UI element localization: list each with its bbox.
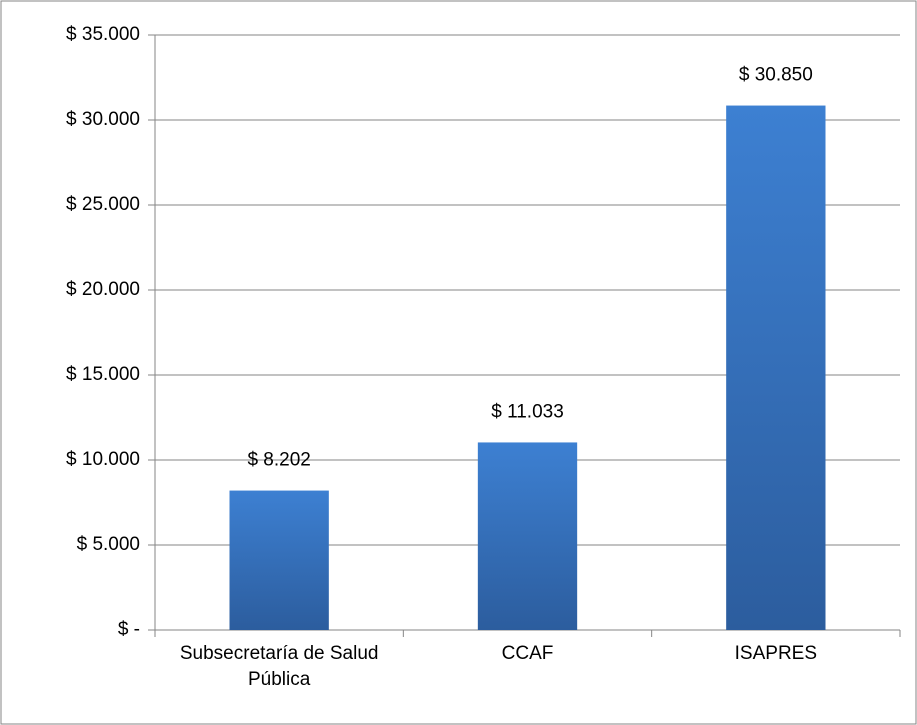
- y-tick-label: $ 20.000: [66, 279, 140, 300]
- data-label: $ 8.202: [247, 450, 310, 471]
- y-tick-label: $ 15.000: [66, 364, 140, 385]
- y-tick-label: $ 25.000: [66, 194, 140, 215]
- y-tick-label: $ 5.000: [77, 534, 140, 555]
- y-tick-label: $ 35.000: [66, 24, 140, 45]
- x-tick-label-line: Pública: [248, 669, 311, 690]
- bar: [229, 490, 329, 630]
- x-tick-label: CCAF: [502, 643, 554, 664]
- bar: [726, 105, 826, 631]
- x-tick-label: ISAPRES: [735, 643, 817, 664]
- x-tick-label: Subsecretaría de Salud Pública: [180, 643, 379, 690]
- data-label: $ 11.033: [491, 401, 564, 422]
- y-tick-label: $ 30.000: [66, 109, 140, 130]
- x-tick-label-line: Subsecretaría de Salud: [180, 643, 379, 664]
- y-tick-label: $ 10.000: [66, 449, 140, 470]
- y-tick-label: $ -: [118, 619, 140, 640]
- data-label: $ 30.850: [739, 65, 813, 86]
- bar: [477, 442, 578, 630]
